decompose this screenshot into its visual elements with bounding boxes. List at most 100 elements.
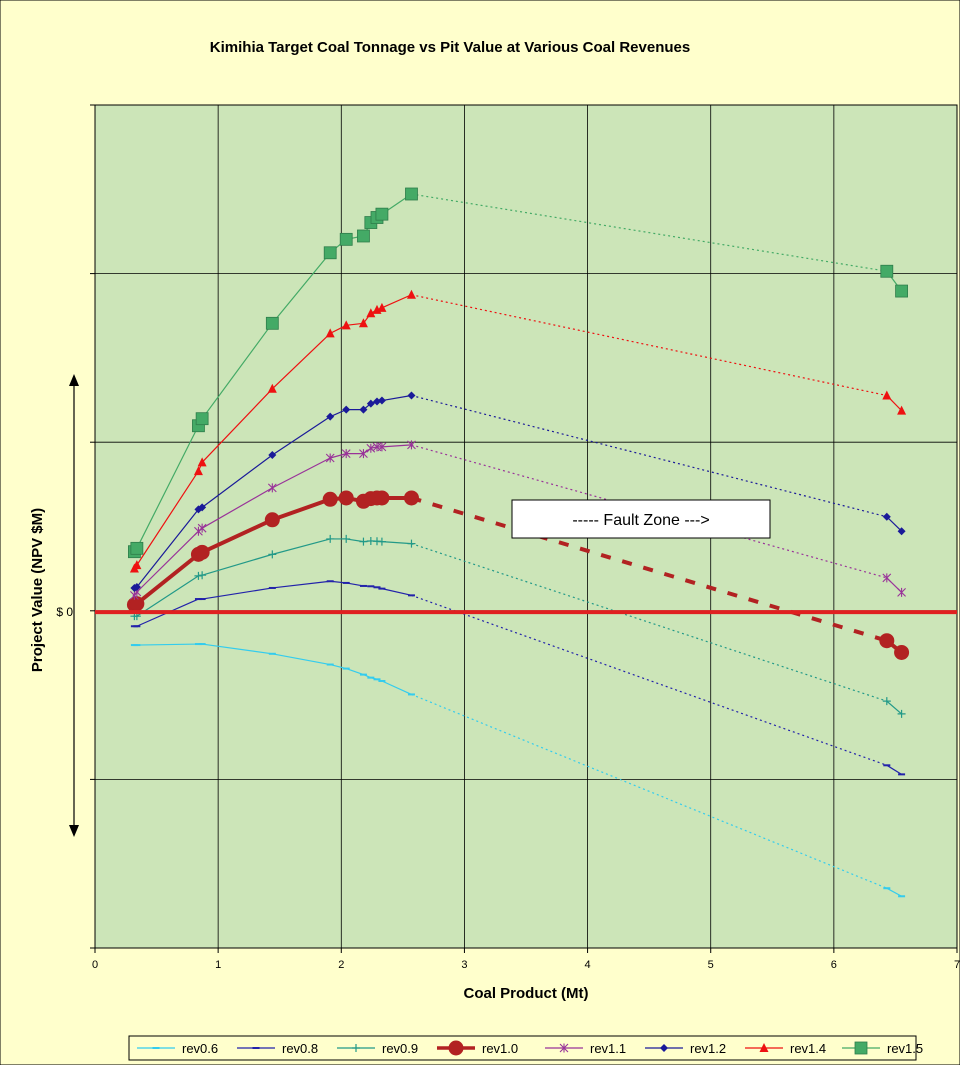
data-point	[880, 264, 894, 278]
legend-label: rev0.9	[382, 1041, 418, 1056]
data-point	[374, 490, 390, 506]
legend-label: rev1.2	[690, 1041, 726, 1056]
value-direction-arrow	[69, 374, 79, 837]
series-line-solid	[133, 444, 412, 596]
series-rev1.4	[129, 289, 907, 573]
data-point	[342, 534, 351, 543]
data-point	[195, 412, 209, 426]
series-rev0.6	[130, 643, 906, 898]
series-line-dotted	[411, 693, 888, 889]
legend-item-rev0.6: rev0.6	[137, 1041, 218, 1056]
data-point	[366, 399, 375, 408]
x-tick-label: 0	[92, 959, 98, 971]
x-tick-label: 1	[215, 959, 221, 971]
data-point	[895, 284, 908, 298]
series-line-dotted	[411, 543, 887, 702]
legend-item-rev1.4: rev1.4	[745, 1041, 826, 1056]
data-point	[339, 232, 353, 246]
zero-value-label: $ 0	[56, 605, 73, 619]
data-point	[197, 523, 207, 533]
legend-item-rev1.1: rev1.1	[545, 1041, 626, 1056]
legend-label: rev1.1	[590, 1041, 626, 1056]
data-point	[341, 449, 351, 459]
x-axis-label: Coal Product (Mt)	[464, 985, 589, 1002]
arrow-up-icon	[69, 374, 79, 386]
data-point	[130, 541, 144, 555]
data-point	[407, 440, 416, 450]
data-point	[407, 539, 416, 548]
data-point	[897, 587, 906, 597]
data-point	[268, 550, 277, 559]
data-point	[377, 537, 386, 546]
series-line-tail	[886, 764, 902, 775]
series-line-dotted	[411, 594, 888, 766]
legend-label: rev0.6	[182, 1041, 218, 1056]
data-point	[265, 316, 279, 330]
data-point	[403, 490, 419, 506]
data-point	[359, 405, 368, 414]
data-point	[366, 308, 376, 318]
data-point	[357, 229, 370, 243]
data-point	[325, 328, 335, 338]
data-point	[342, 405, 351, 414]
data-point	[325, 453, 335, 463]
data-point	[559, 1043, 569, 1053]
x-tick-label: 2	[338, 959, 344, 971]
series-line-tail	[886, 700, 902, 715]
legend: rev0.6 rev0.8 rev0.9 rev1.0 rev1.1 rev1.2 rev1…	[137, 1040, 923, 1056]
x-axis-ticks: 0 1 2 3 4 5 6 7	[92, 948, 960, 971]
fault-zone-label: ----- Fault Zone --->	[572, 512, 709, 529]
data-point	[267, 383, 277, 393]
series-line-tail	[886, 887, 902, 897]
data-point	[264, 512, 280, 528]
data-point	[897, 709, 906, 718]
data-point	[377, 302, 387, 312]
data-point	[894, 644, 910, 660]
legend-item-rev1.0: rev1.0	[437, 1040, 518, 1056]
series-line-tail	[886, 516, 903, 532]
data-point	[267, 483, 277, 493]
data-point	[405, 187, 418, 201]
data-point	[326, 534, 335, 543]
data-point	[879, 633, 895, 649]
data-point	[854, 1041, 868, 1055]
data-point	[882, 697, 891, 706]
data-point	[759, 1043, 769, 1052]
series-line-dotted	[411, 394, 887, 518]
data-point	[198, 571, 207, 580]
data-point	[197, 457, 207, 467]
x-tick-label: 3	[461, 959, 467, 971]
data-point	[129, 596, 145, 612]
series-rev0.9	[130, 534, 906, 718]
data-point	[338, 490, 354, 506]
data-point	[326, 412, 335, 421]
data-point	[322, 491, 338, 507]
series-rev1.2	[130, 391, 906, 592]
series-rev1.0	[126, 490, 910, 660]
data-point	[377, 396, 386, 405]
x-tick-label: 7	[954, 959, 960, 971]
data-point	[897, 405, 907, 415]
data-point	[377, 442, 387, 452]
data-point	[375, 207, 389, 221]
series-rev1.5	[128, 187, 908, 559]
data-point	[882, 390, 892, 400]
x-tick-label: 6	[831, 959, 837, 971]
fault-zone-annotation: ----- Fault Zone --->	[511, 499, 771, 539]
data-point	[407, 391, 416, 400]
series-lines	[126, 187, 910, 898]
data-point	[359, 537, 368, 546]
series-line-dotted	[411, 193, 887, 272]
legend-label: rev1.0	[482, 1041, 518, 1056]
x-tick-label: 4	[585, 959, 591, 971]
data-point	[198, 503, 207, 512]
legend-label: rev0.8	[282, 1041, 318, 1056]
data-point	[406, 289, 416, 299]
data-point	[323, 246, 337, 260]
series-line-dotted	[411, 294, 887, 397]
data-point	[897, 527, 906, 536]
series-line-dotted	[410, 496, 888, 643]
legend-label: rev1.4	[790, 1041, 826, 1056]
legend-item-rev1.5: rev1.5	[842, 1041, 923, 1056]
